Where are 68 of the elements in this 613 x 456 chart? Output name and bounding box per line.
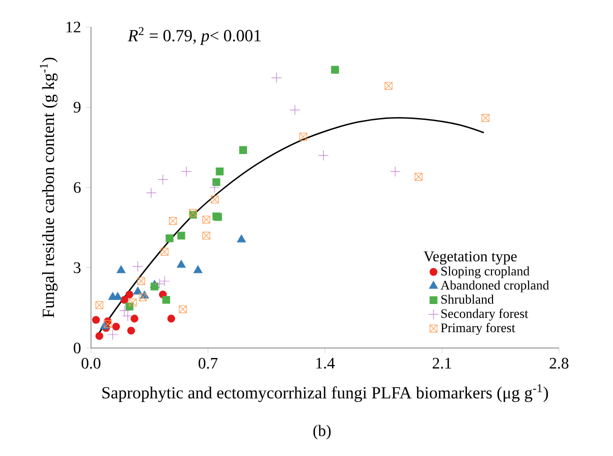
x-tick-label: 1.4	[316, 358, 335, 369]
point	[414, 172, 423, 181]
point	[116, 265, 126, 274]
text: (b)	[313, 424, 331, 440]
point	[130, 314, 138, 322]
point	[209, 182, 220, 193]
point	[146, 188, 156, 198]
point	[95, 332, 104, 340]
point	[137, 277, 146, 286]
point	[154, 278, 165, 290]
point	[166, 234, 174, 242]
point	[212, 178, 220, 186]
point	[176, 260, 186, 268]
point	[113, 292, 122, 300]
point	[179, 305, 187, 314]
point	[126, 290, 134, 298]
point	[138, 293, 147, 302]
point	[132, 261, 144, 272]
annotation: R$^{2}$ = 0.79, p< 0.001	[128, 27, 261, 45]
point	[239, 146, 248, 154]
y-tick-label: 9	[74, 102, 80, 113]
point	[169, 217, 177, 225]
point	[390, 166, 401, 177]
x-axis-title: Saprophytic and ectomycorrhizal fungi PLFA biomarkers (μg g$^{-1}$)	[102, 384, 548, 402]
point	[160, 248, 168, 256]
point	[104, 320, 112, 328]
point	[482, 114, 490, 122]
point	[271, 72, 282, 84]
y-tick-label: 6	[74, 182, 81, 193]
x-tick-label: 0.7	[198, 358, 218, 369]
point	[194, 265, 202, 274]
y-tick-label: 3	[74, 262, 81, 274]
point	[299, 132, 308, 141]
point	[177, 232, 186, 240]
point	[112, 322, 120, 330]
point	[202, 216, 210, 224]
point	[167, 314, 176, 322]
point	[150, 282, 158, 290]
legend-label: Sloping cropland	[441, 266, 530, 278]
point	[331, 66, 339, 74]
x-tick-label: 2.1	[432, 358, 452, 369]
legend-label: Shrubland	[441, 294, 494, 304]
point	[92, 316, 100, 324]
point	[290, 104, 300, 116]
x-tick-label: 0.0	[82, 358, 100, 369]
point	[210, 196, 219, 204]
point	[159, 276, 170, 286]
legend-label: Abandoned cropland	[440, 280, 549, 292]
point	[384, 82, 392, 90]
point	[202, 232, 210, 240]
point	[120, 296, 128, 304]
x-tick-label: 2.8	[550, 358, 568, 369]
point	[318, 150, 329, 161]
point	[236, 234, 246, 242]
legend-title: Vegetation type	[424, 251, 517, 265]
point	[162, 296, 170, 304]
legend-label: Primary forest	[440, 322, 516, 335]
point	[216, 168, 224, 176]
y-tick-label: 12	[66, 22, 80, 32]
point	[180, 166, 192, 177]
legend-label: Secondary forest	[441, 308, 528, 321]
point	[127, 326, 136, 335]
point	[95, 301, 104, 310]
point	[158, 174, 168, 185]
point	[107, 329, 118, 340]
point	[128, 298, 137, 306]
y-axis-title: Fungal residue carbon content (g kg$^{-1}$)	[40, 58, 58, 318]
y-tick-label: 0	[74, 342, 81, 354]
